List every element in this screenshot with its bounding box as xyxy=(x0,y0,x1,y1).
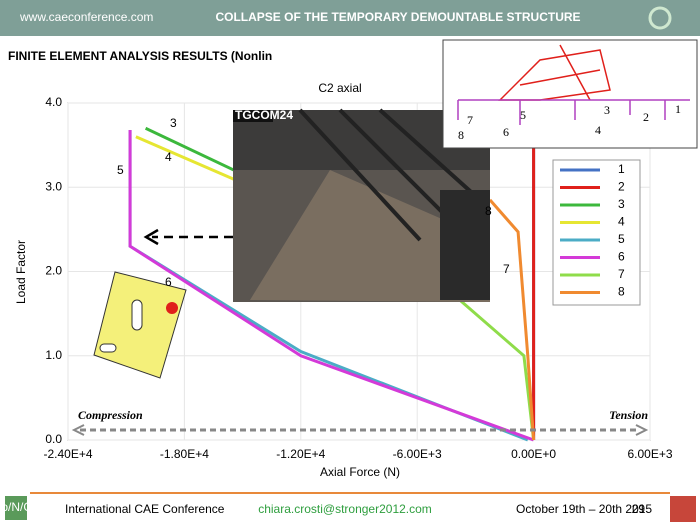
x-tick-label: -2.40E+4 xyxy=(43,447,92,461)
legend-label: 4 xyxy=(618,215,625,229)
y-tick-label: 1.0 xyxy=(45,348,62,362)
legend-label: 7 xyxy=(618,267,625,281)
footer-email: chiara.crosti@stronger2012.com xyxy=(258,502,432,516)
footer-logo-2 xyxy=(670,496,696,522)
curve-label: 4 xyxy=(165,150,172,164)
curve-label: 8 xyxy=(485,204,492,218)
x-tick-label: 6.00E+3 xyxy=(627,447,672,461)
inset-label: 2 xyxy=(643,110,649,124)
legend-label: 3 xyxy=(618,197,625,211)
photo xyxy=(233,108,490,302)
y-axis-label: Load Factor xyxy=(14,240,28,304)
header-title: COLLAPSE OF THE TEMPORARY DEMOUNTABLE ST… xyxy=(215,10,580,24)
y-tick-label: 4.0 xyxy=(45,95,62,109)
arrow-head xyxy=(143,228,159,246)
y-tick-label: 2.0 xyxy=(45,264,62,278)
x-tick-label: -1.80E+4 xyxy=(160,447,209,461)
x-axis-label: Axial Force (N) xyxy=(320,465,400,479)
header-site: www.caeconference.com xyxy=(19,10,153,24)
photo-logo: TGCOM24 xyxy=(235,108,293,122)
inset-label: 4 xyxy=(595,123,601,137)
x-tick-label: 0.00E+0 xyxy=(511,447,556,461)
header-logo xyxy=(648,6,672,30)
slide-title: FINITE ELEMENT ANALYSIS RESULTS (Nonlin xyxy=(8,49,272,63)
section-diagram xyxy=(93,271,187,379)
compression-label: Compression xyxy=(78,408,143,422)
header-bar xyxy=(0,0,700,36)
inset-label: 5 xyxy=(520,108,526,122)
legend-label: 8 xyxy=(618,285,625,299)
footer-page: 29 xyxy=(632,502,646,516)
inset-label: 3 xyxy=(604,103,610,117)
footer-logo: Str/o/N/GER xyxy=(0,500,50,514)
y-tick-label: 3.0 xyxy=(45,179,62,193)
curve-label: 5 xyxy=(117,163,124,177)
legend-label: 6 xyxy=(618,250,625,264)
series-line xyxy=(128,129,535,442)
series-line xyxy=(135,135,253,189)
inset-label: 8 xyxy=(458,128,464,142)
inset-label: 7 xyxy=(467,113,473,127)
y-tick-label: 0.0 xyxy=(45,432,62,446)
series-line xyxy=(488,198,536,441)
x-tick-label: -1.20E+4 xyxy=(276,447,325,461)
x-tick-label: -6.00E+3 xyxy=(393,447,442,461)
legend-label: 5 xyxy=(618,232,625,246)
curve-label: 3 xyxy=(170,116,177,130)
curve-label: 7 xyxy=(503,262,510,276)
inset xyxy=(442,39,698,149)
legend-label: 2 xyxy=(618,180,625,194)
footer-logo-box xyxy=(5,496,27,520)
inset-label: 6 xyxy=(503,125,509,139)
legend-box xyxy=(552,159,641,306)
legend-label: 1 xyxy=(618,162,625,176)
curve-label: 6 xyxy=(165,275,172,289)
footer-dates: October 19th – 20th 2015 xyxy=(516,502,652,516)
direction-heads xyxy=(71,424,649,436)
tension-label: Tension xyxy=(609,408,648,422)
chart-title: C2 axial xyxy=(318,81,361,95)
footer-conference: International CAE Conference xyxy=(65,502,225,516)
inset-label: 1 xyxy=(675,102,681,116)
